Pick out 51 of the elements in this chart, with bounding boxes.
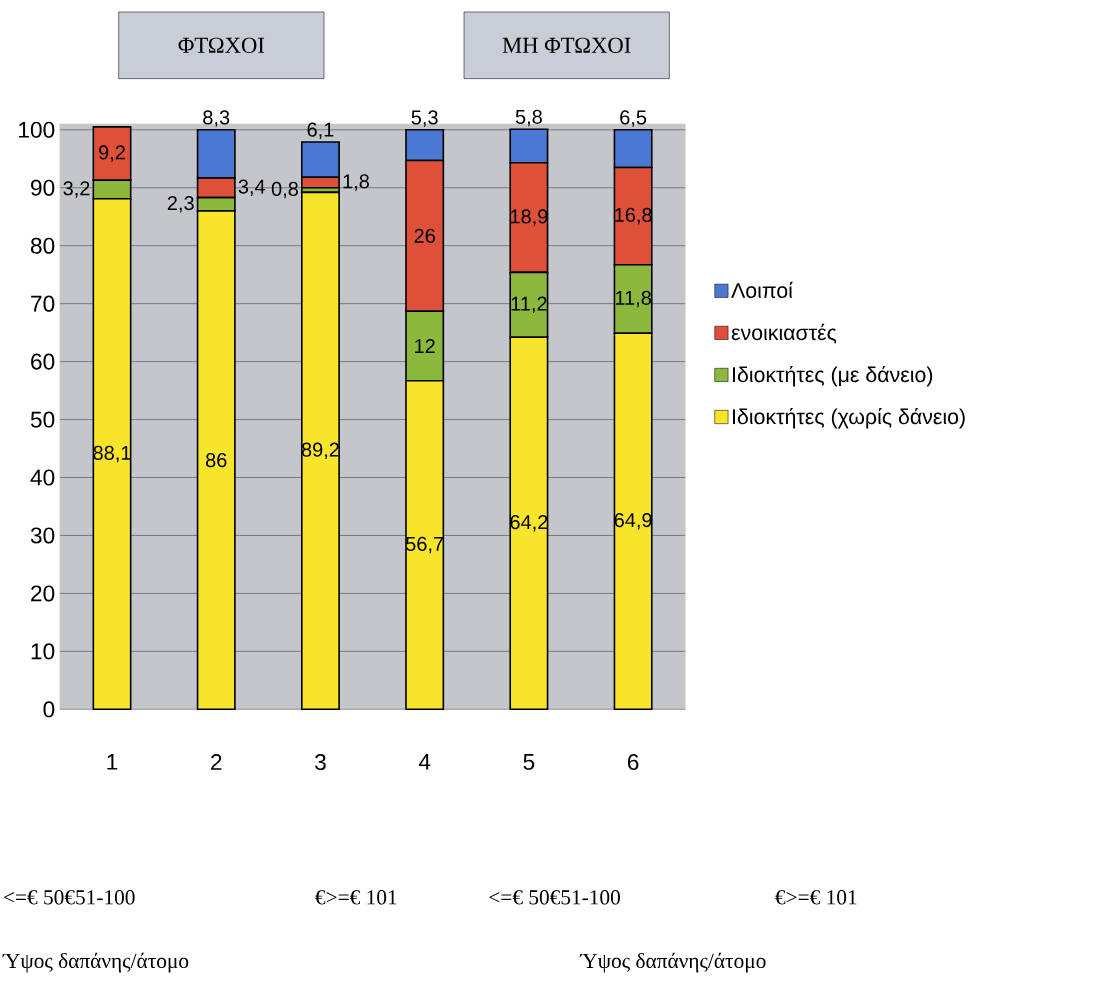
y-tick-label: 90 <box>31 179 55 196</box>
text: ΜΗ ΦΤΩΧΟΙ <box>502 37 631 53</box>
y-tick-label: 70 <box>31 295 55 312</box>
data-label: 0,8 <box>271 181 298 199</box>
y-tick-label: 40 <box>30 469 55 486</box>
data-label: 9,2 <box>99 145 125 162</box>
x-tick-label: 1 <box>107 753 118 770</box>
data-label: 26 <box>414 228 435 243</box>
text: <=€ 50€51-100 <box>4 889 135 905</box>
data-label: 12 <box>415 338 435 353</box>
data-label: 64,9 <box>614 512 652 530</box>
y-tick-label: 10 <box>31 643 55 660</box>
data-label: 11,2 <box>511 296 547 313</box>
text: Ύψος δαπάνης/άτομο <box>579 952 766 973</box>
data-label: 5,8 <box>515 109 542 127</box>
x-tick-label: 3 <box>315 753 326 770</box>
data-label: 5,3 <box>411 110 438 127</box>
data-label: 6,5 <box>620 110 647 127</box>
text: €>=€ 101 <box>775 889 857 905</box>
x-tick-label: 6 <box>627 753 639 770</box>
data-label: 3,4 <box>238 179 266 196</box>
data-label: 6,1 <box>307 122 334 139</box>
x-tick-label: 5 <box>523 753 535 770</box>
x-tick-label: 2 <box>211 753 222 770</box>
legend-label: Ιδιοκτήτες (χωρίς δάνειο) <box>733 407 965 429</box>
y-tick-label: 50 <box>30 411 55 428</box>
text: <=€ 50€51-100 <box>489 889 620 905</box>
y-tick-label: 0 <box>43 701 55 718</box>
legend-label: Ιδιοκτήτες (με δάνειο) <box>733 365 933 387</box>
data-label: 2,3 <box>167 195 194 213</box>
data-label: 86 <box>205 452 227 468</box>
data-label: 11,8 <box>615 290 651 308</box>
text: ΦΤΩΧΟΙ <box>178 37 265 53</box>
text: Ύψος δαπάνης/άτομο <box>2 952 189 973</box>
data-label: 64,2 <box>510 514 548 532</box>
data-label: 18,9 <box>510 209 548 226</box>
y-tick-label: 20 <box>31 585 55 602</box>
data-label: 16,8 <box>615 207 652 225</box>
y-tick-label: 80 <box>30 237 55 254</box>
y-tick-label: 30 <box>30 527 55 544</box>
y-tick-label: 60 <box>31 353 55 370</box>
text: €>=€ 101 <box>315 889 397 905</box>
x-tick-label: 4 <box>418 753 431 770</box>
legend-label: Λοιποί <box>731 281 793 298</box>
bar <box>300 191 340 710</box>
data-label: 1,8 <box>343 174 369 191</box>
data-label: 3,2 <box>63 181 90 198</box>
y-tick-label: 100 <box>19 121 55 138</box>
legend-label: ενοικιαστές <box>731 323 837 344</box>
data-label: 88,1 <box>93 445 131 463</box>
data-label: 8,3 <box>203 110 230 127</box>
